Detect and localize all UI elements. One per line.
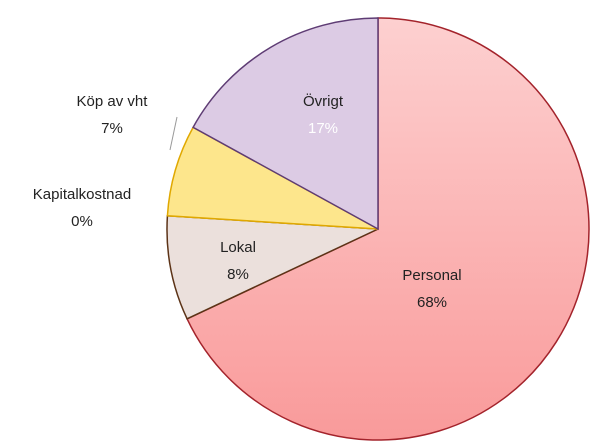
pie-slice: [186, 17, 590, 441]
slice-value-label: 0%: [71, 213, 93, 230]
leader-line: [169, 116, 178, 151]
slice-label: Personal: [402, 267, 461, 284]
slice-label: Kapitalkostnad: [33, 186, 131, 203]
slice-label: Övrigt: [303, 92, 344, 110]
slice-label: Köp av vht: [77, 93, 149, 110]
pie-slice: [166, 214, 379, 320]
slice-value-label: 68%: [417, 294, 447, 311]
slice-value-label: 17%: [308, 120, 338, 137]
slice-label: Lokal: [220, 239, 256, 256]
slice-value-label: 7%: [101, 120, 123, 137]
slice-value-label: 8%: [227, 266, 249, 283]
pie-slice: [192, 17, 379, 231]
